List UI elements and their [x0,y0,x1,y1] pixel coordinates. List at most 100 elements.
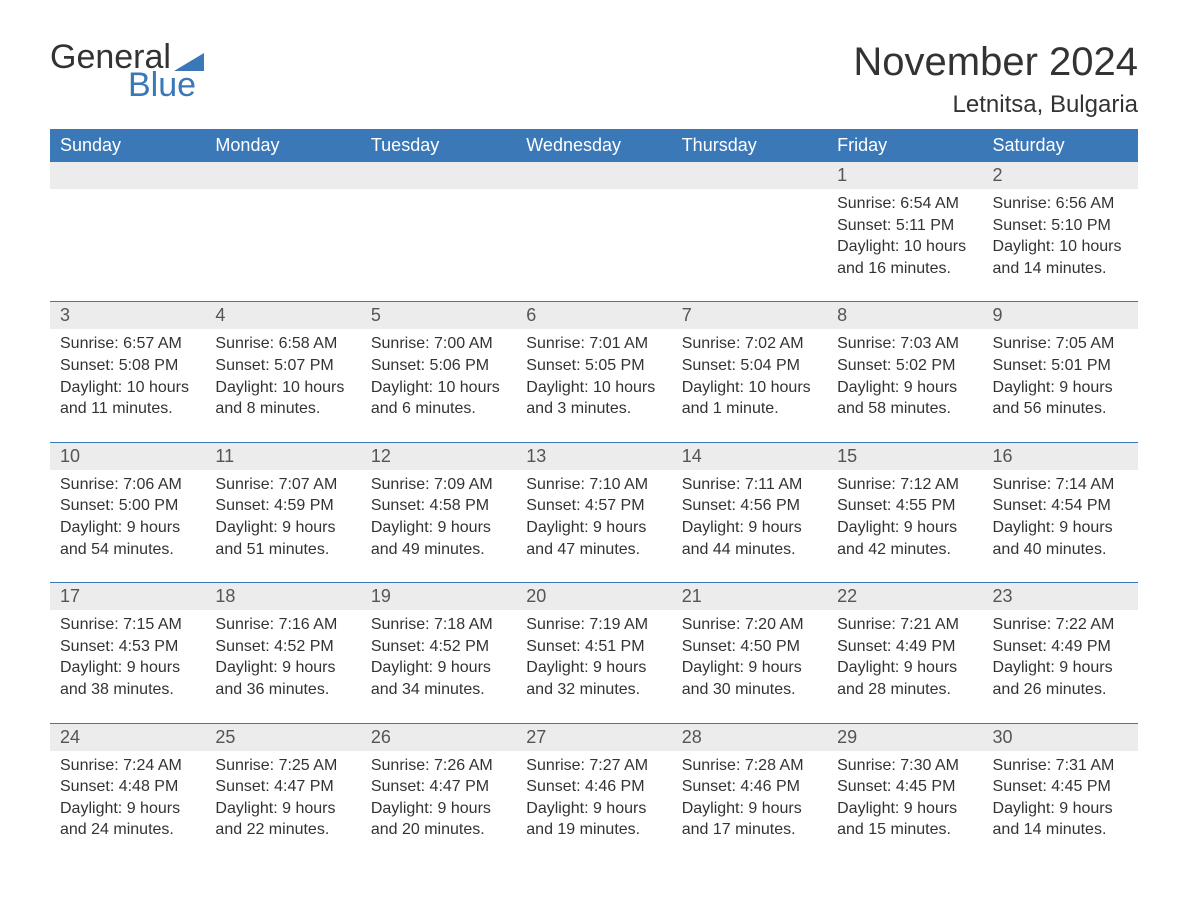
day-number [205,162,360,189]
calendar-cell: 20Sunrise: 7:19 AMSunset: 4:51 PMDayligh… [516,583,671,723]
day-number: 22 [827,583,982,610]
cell-body: Sunrise: 7:14 AMSunset: 4:54 PMDaylight:… [983,470,1138,560]
sunset-text: Sunset: 4:47 PM [215,776,350,798]
daylight1-text: Daylight: 9 hours [837,377,972,399]
calendar-cell: 15Sunrise: 7:12 AMSunset: 4:55 PMDayligh… [827,442,982,582]
sunrise-text: Sunrise: 7:15 AM [60,614,195,636]
cell-body: Sunrise: 7:18 AMSunset: 4:52 PMDaylight:… [361,610,516,700]
day-number [50,162,205,189]
sunset-text: Sunset: 4:54 PM [993,495,1128,517]
sunrise-text: Sunrise: 7:24 AM [60,755,195,777]
daylight1-text: Daylight: 9 hours [993,798,1128,820]
calendar-week: 10Sunrise: 7:06 AMSunset: 5:00 PMDayligh… [50,442,1138,582]
daylight1-text: Daylight: 9 hours [837,657,972,679]
calendar-cell: 22Sunrise: 7:21 AMSunset: 4:49 PMDayligh… [827,583,982,723]
sunset-text: Sunset: 4:45 PM [837,776,972,798]
sunset-text: Sunset: 5:10 PM [993,215,1128,237]
calendar-cell [361,162,516,302]
calendar-table: SundayMondayTuesdayWednesdayThursdayFrid… [50,129,1138,863]
sunrise-text: Sunrise: 7:10 AM [526,474,661,496]
day-number: 1 [827,162,982,189]
day-number: 23 [983,583,1138,610]
calendar-cell: 28Sunrise: 7:28 AMSunset: 4:46 PMDayligh… [672,723,827,863]
daylight2-text: and 6 minutes. [371,398,506,420]
cell-body: Sunrise: 7:30 AMSunset: 4:45 PMDaylight:… [827,751,982,841]
cell-body: Sunrise: 7:24 AMSunset: 4:48 PMDaylight:… [50,751,205,841]
sunrise-text: Sunrise: 7:12 AM [837,474,972,496]
sunrise-text: Sunrise: 7:06 AM [60,474,195,496]
sunrise-text: Sunrise: 7:16 AM [215,614,350,636]
logo-word2: Blue [128,68,204,102]
day-number: 15 [827,443,982,470]
cell-body: Sunrise: 6:58 AMSunset: 5:07 PMDaylight:… [205,329,360,419]
sunset-text: Sunset: 4:52 PM [215,636,350,658]
sunrise-text: Sunrise: 7:19 AM [526,614,661,636]
sunset-text: Sunset: 4:51 PM [526,636,661,658]
calendar-cell: 6Sunrise: 7:01 AMSunset: 5:05 PMDaylight… [516,302,671,442]
day-number [361,162,516,189]
calendar-cell: 24Sunrise: 7:24 AMSunset: 4:48 PMDayligh… [50,723,205,863]
calendar-cell: 13Sunrise: 7:10 AMSunset: 4:57 PMDayligh… [516,442,671,582]
sunset-text: Sunset: 4:46 PM [526,776,661,798]
sunrise-text: Sunrise: 7:30 AM [837,755,972,777]
day-header-row: SundayMondayTuesdayWednesdayThursdayFrid… [50,129,1138,162]
cell-body: Sunrise: 7:00 AMSunset: 5:06 PMDaylight:… [361,329,516,419]
daylight1-text: Daylight: 9 hours [371,798,506,820]
daylight1-text: Daylight: 9 hours [60,657,195,679]
daylight1-text: Daylight: 9 hours [526,517,661,539]
sunrise-text: Sunrise: 7:05 AM [993,333,1128,355]
daylight2-text: and 42 minutes. [837,539,972,561]
day-number [672,162,827,189]
sunset-text: Sunset: 4:58 PM [371,495,506,517]
cell-body: Sunrise: 7:02 AMSunset: 5:04 PMDaylight:… [672,329,827,419]
sunset-text: Sunset: 5:11 PM [837,215,972,237]
cell-body: Sunrise: 7:06 AMSunset: 5:00 PMDaylight:… [50,470,205,560]
day-header: Monday [205,129,360,162]
daylight1-text: Daylight: 9 hours [526,798,661,820]
cell-body: Sunrise: 7:31 AMSunset: 4:45 PMDaylight:… [983,751,1138,841]
sunrise-text: Sunrise: 7:01 AM [526,333,661,355]
sunset-text: Sunset: 5:07 PM [215,355,350,377]
cell-body: Sunrise: 7:05 AMSunset: 5:01 PMDaylight:… [983,329,1138,419]
cell-body: Sunrise: 7:15 AMSunset: 4:53 PMDaylight:… [50,610,205,700]
calendar-cell: 12Sunrise: 7:09 AMSunset: 4:58 PMDayligh… [361,442,516,582]
daylight2-text: and 44 minutes. [682,539,817,561]
sunset-text: Sunset: 5:00 PM [60,495,195,517]
calendar-cell [50,162,205,302]
cell-body: Sunrise: 6:56 AMSunset: 5:10 PMDaylight:… [983,189,1138,279]
day-number: 11 [205,443,360,470]
sunrise-text: Sunrise: 7:07 AM [215,474,350,496]
calendar-cell: 30Sunrise: 7:31 AMSunset: 4:45 PMDayligh… [983,723,1138,863]
daylight1-text: Daylight: 10 hours [371,377,506,399]
daylight2-text: and 26 minutes. [993,679,1128,701]
daylight1-text: Daylight: 9 hours [682,657,817,679]
cell-body: Sunrise: 7:01 AMSunset: 5:05 PMDaylight:… [516,329,671,419]
calendar-cell: 4Sunrise: 6:58 AMSunset: 5:07 PMDaylight… [205,302,360,442]
calendar-cell: 7Sunrise: 7:02 AMSunset: 5:04 PMDaylight… [672,302,827,442]
daylight2-text: and 20 minutes. [371,819,506,841]
sunrise-text: Sunrise: 6:58 AM [215,333,350,355]
daylight1-text: Daylight: 10 hours [215,377,350,399]
sunset-text: Sunset: 4:59 PM [215,495,350,517]
day-number: 29 [827,724,982,751]
daylight1-text: Daylight: 9 hours [215,798,350,820]
cell-body: Sunrise: 7:25 AMSunset: 4:47 PMDaylight:… [205,751,360,841]
day-number: 20 [516,583,671,610]
daylight2-text: and 49 minutes. [371,539,506,561]
sunset-text: Sunset: 5:04 PM [682,355,817,377]
day-number: 9 [983,302,1138,329]
day-number: 7 [672,302,827,329]
daylight2-text: and 38 minutes. [60,679,195,701]
daylight2-text: and 15 minutes. [837,819,972,841]
cell-body: Sunrise: 7:16 AMSunset: 4:52 PMDaylight:… [205,610,360,700]
day-number: 2 [983,162,1138,189]
cell-body: Sunrise: 7:09 AMSunset: 4:58 PMDaylight:… [361,470,516,560]
sunset-text: Sunset: 4:46 PM [682,776,817,798]
day-number: 25 [205,724,360,751]
cell-body: Sunrise: 7:21 AMSunset: 4:49 PMDaylight:… [827,610,982,700]
daylight2-text: and 3 minutes. [526,398,661,420]
sunset-text: Sunset: 5:05 PM [526,355,661,377]
calendar-body: 1Sunrise: 6:54 AMSunset: 5:11 PMDaylight… [50,162,1138,863]
daylight2-text: and 14 minutes. [993,819,1128,841]
calendar-week: 3Sunrise: 6:57 AMSunset: 5:08 PMDaylight… [50,302,1138,442]
